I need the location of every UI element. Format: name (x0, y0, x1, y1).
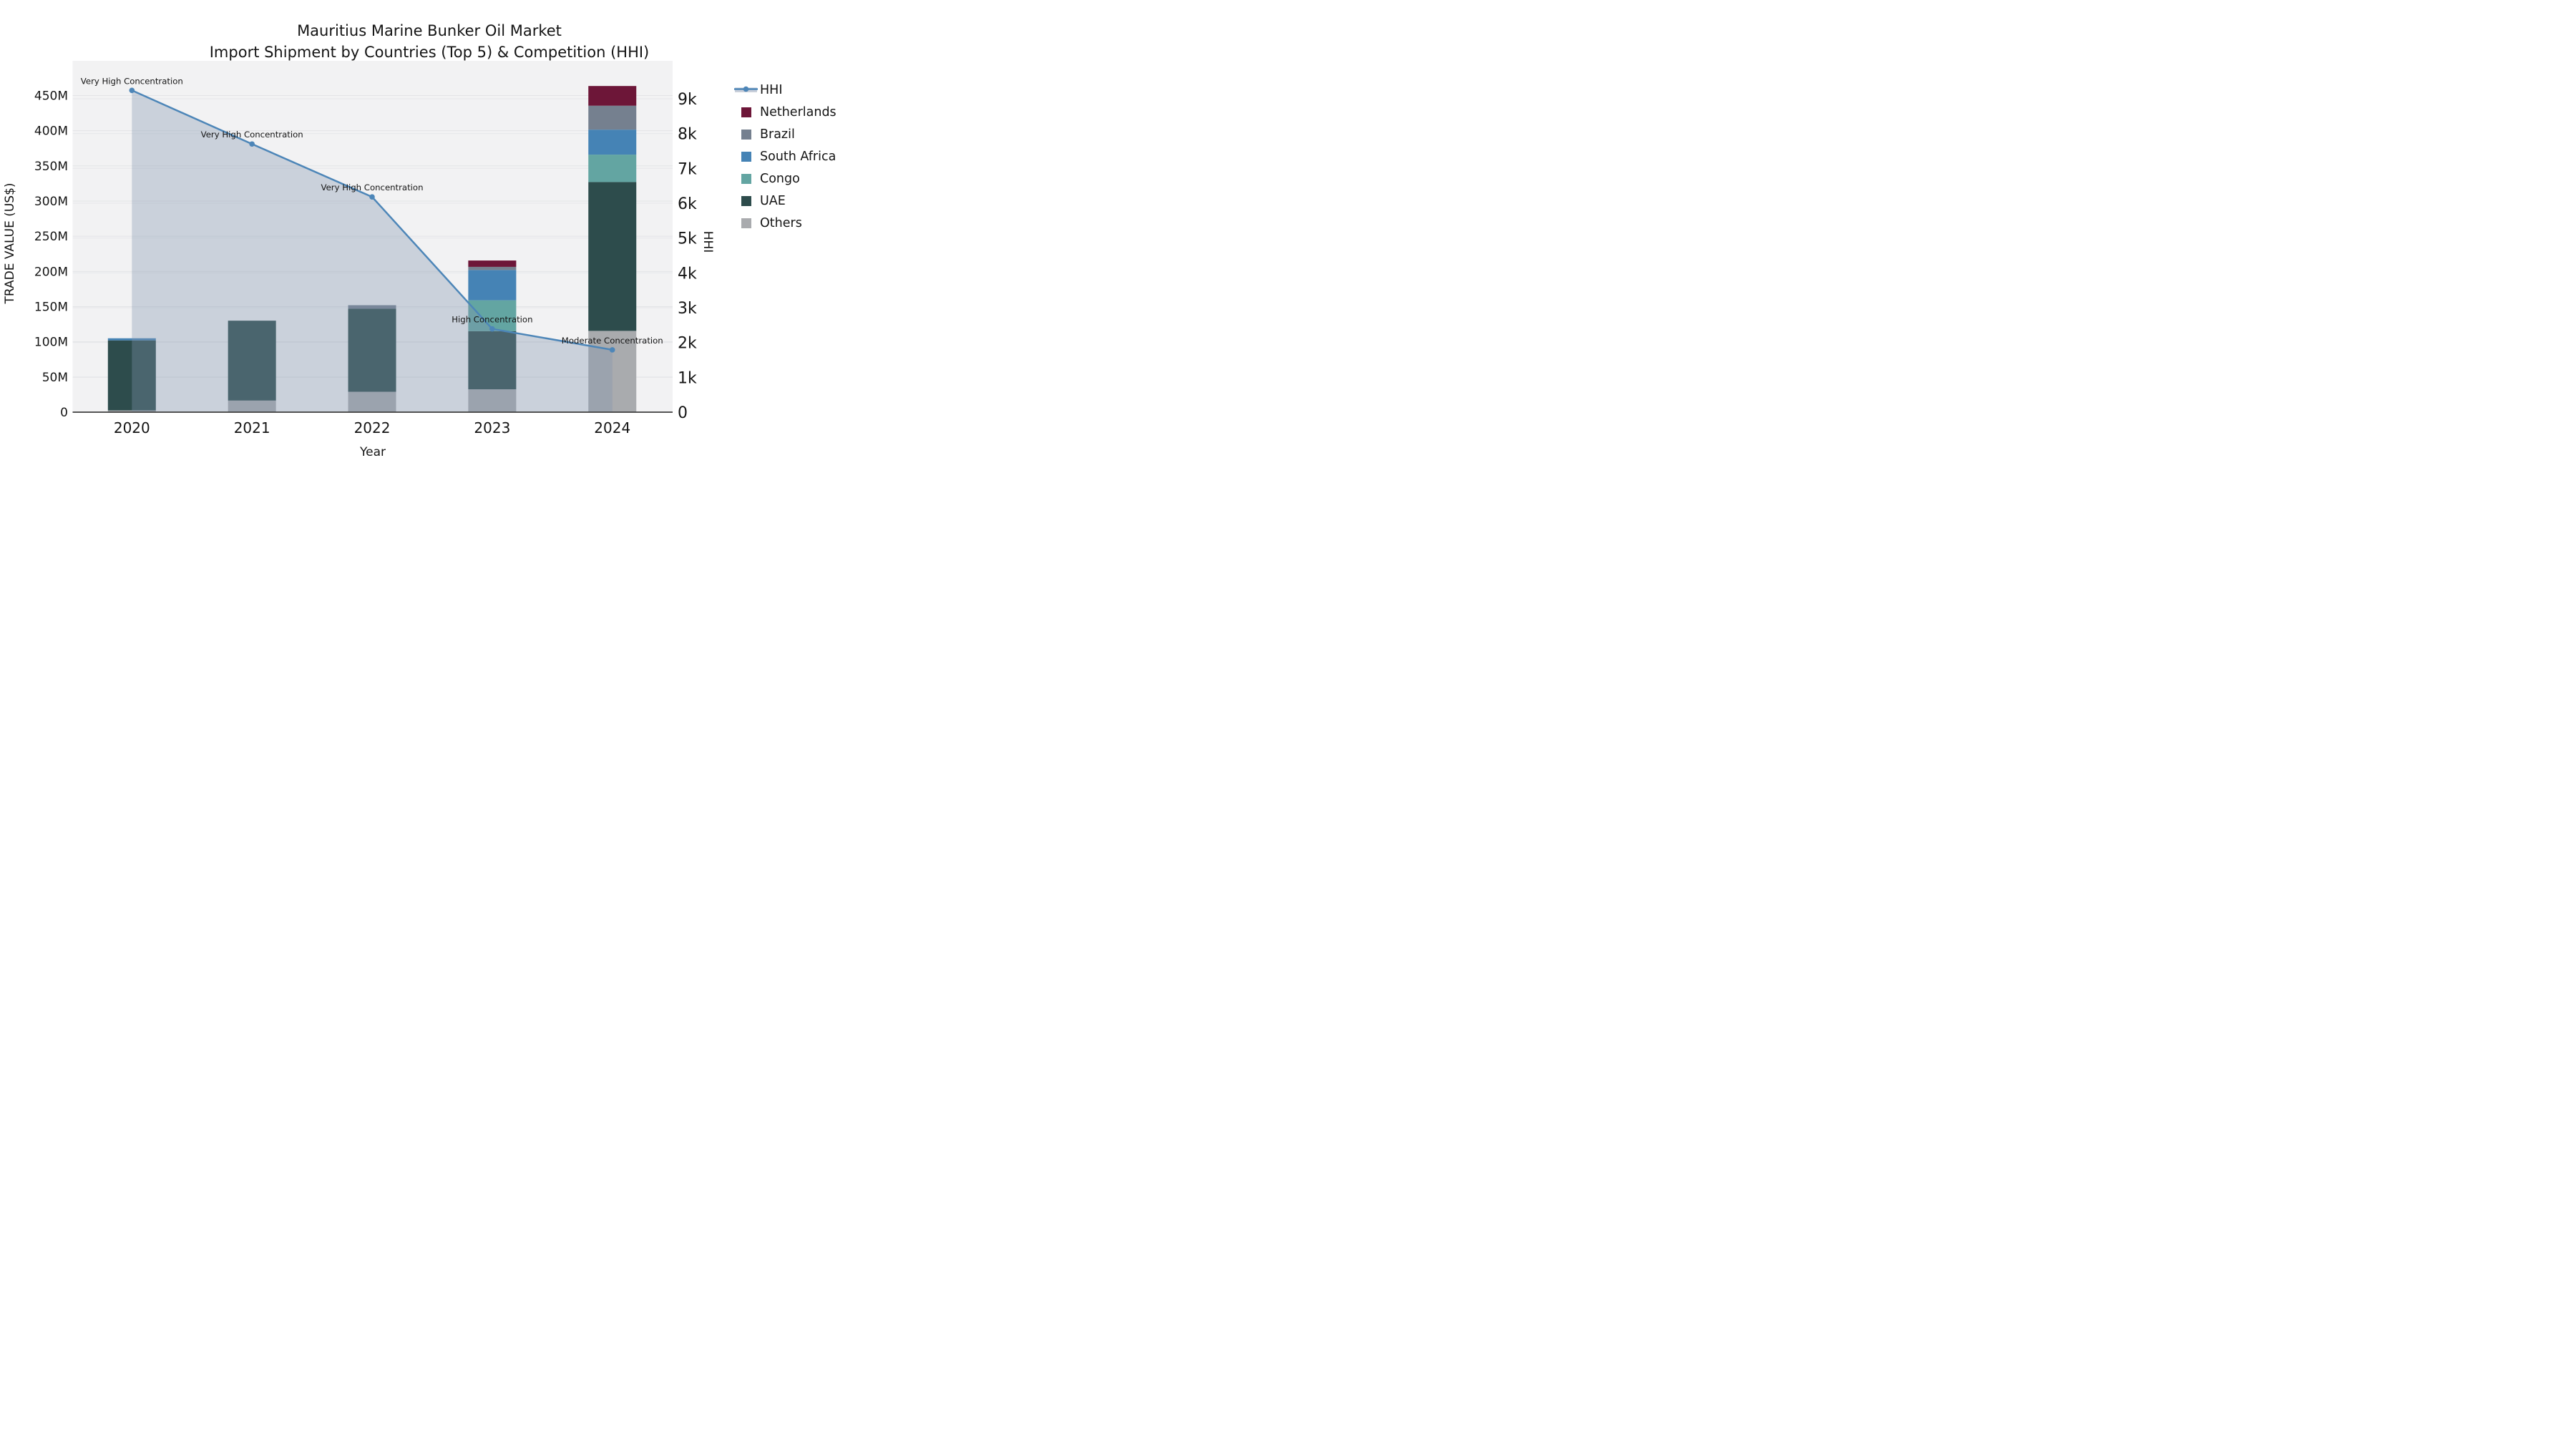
right-tick-label: 4k (678, 265, 697, 283)
legend-label: Others (760, 215, 802, 230)
bar-segment-others (348, 391, 396, 412)
left-tick-label: 50M (42, 371, 68, 385)
hhi-marker (489, 326, 495, 332)
right-tick-label: 7k (678, 160, 697, 178)
chart-figure: 0 50M 100M 150M 200M 250M 300M 350M 400M 450M 0 1k 2… (0, 0, 859, 483)
hhi-area-fill (132, 90, 613, 413)
left-tick-label: 450M (34, 89, 68, 103)
hhi-marker (369, 194, 375, 200)
legend: HHI Netherlands Brazil South Africa Congo UAE… (734, 79, 836, 234)
bar-segment-south-africa (468, 270, 517, 301)
x-tick-label: 2023 (474, 419, 510, 436)
bar-segment-others (228, 400, 276, 412)
hhi-annotation: Very High Concentration (201, 130, 303, 140)
left-tick-label: 0 (60, 406, 68, 420)
legend-label: HHI (760, 82, 783, 97)
hhi-annotation: Moderate Concentration (562, 336, 663, 346)
legend-item-congo: Congo (734, 167, 836, 190)
right-tick-label: 2k (678, 335, 697, 353)
left-tick-label: 250M (34, 230, 68, 244)
left-tick-label: 350M (34, 160, 68, 174)
right-tick-label: 9k (678, 91, 697, 109)
left-axis-label: TRADE VALUE (US$) (3, 182, 17, 304)
legend-label: South Africa (760, 149, 836, 164)
bar-segment-congo (468, 300, 517, 331)
bar-segment-south-africa (588, 130, 637, 155)
left-tick-label: 100M (34, 336, 68, 350)
hhi-marker (129, 87, 135, 94)
bar-segment-brazil (348, 305, 396, 309)
x-tick-label: 2024 (594, 419, 630, 436)
hhi-marker (249, 141, 255, 147)
bar-segment-brazil (468, 266, 517, 270)
left-tick-label: 300M (34, 195, 68, 209)
right-tick-label: 8k (678, 126, 697, 144)
legend-item-brazil: Brazil (734, 123, 836, 145)
hhi-annotation: High Concentration (452, 315, 532, 325)
bar-segment-uae (107, 340, 156, 411)
right-axis-label: HHI (701, 230, 715, 253)
right-tick-label: 6k (678, 195, 697, 213)
legend-label: Congo (760, 171, 800, 186)
legend-label: UAE (760, 193, 786, 208)
bar-segment-others (468, 389, 517, 412)
bar-segment-others (107, 410, 156, 412)
legend-color-swatch-icon (741, 195, 751, 206)
legend-color-swatch-icon (741, 173, 751, 184)
bar-segment-south-africa (107, 338, 156, 341)
x-tick-label: 2020 (114, 419, 150, 436)
hhi-marker (609, 347, 615, 353)
legend-label: Netherlands (760, 104, 836, 119)
right-tick-label: 1k (678, 369, 697, 387)
hhi-line-swatch-icon (734, 84, 758, 95)
legend-color-swatch-icon (741, 218, 751, 228)
x-axis-label: Year (360, 445, 386, 459)
legend-color-swatch-icon (741, 129, 751, 140)
x-tick-label: 2022 (354, 419, 391, 436)
legend-item-south-africa: South Africa (734, 145, 836, 167)
bar-segment-brazil (588, 105, 637, 130)
right-tick-label: 3k (678, 300, 697, 318)
right-tick-label: 0 (678, 404, 688, 422)
legend-color-swatch-icon (741, 107, 751, 117)
bar-segment-uae (588, 182, 637, 331)
bar-segment-others (588, 331, 637, 412)
chart-subtitle: Import Shipment by Countries (Top 5) & C… (209, 44, 650, 61)
hhi-annotation: Very High Concentration (321, 182, 424, 192)
bar-segment-congo (588, 155, 637, 182)
legend-item-uae: UAE (734, 190, 836, 212)
x-tick-label: 2021 (234, 419, 270, 436)
legend-item-netherlands: Netherlands (734, 101, 836, 123)
hhi-annotation: Very High Concentration (81, 76, 183, 86)
left-tick-label: 200M (34, 265, 68, 279)
left-tick-label: 150M (34, 300, 68, 314)
legend-color-swatch-icon (741, 151, 751, 162)
chart-title: Mauritius Marine Bunker Oil Market (297, 22, 562, 39)
combo-chart-svg: 0 50M 100M 150M 200M 250M 300M 350M 400M 450M 0 1k 2… (34, 61, 697, 436)
legend-label: Brazil (760, 127, 795, 142)
bar-segment-uae (468, 331, 517, 390)
bar-segment-netherlands (468, 260, 517, 267)
right-tick-label: 5k (678, 230, 697, 248)
bar-segment-netherlands (588, 86, 637, 106)
legend-item-others: Others (734, 212, 836, 234)
bar-segment-uae (348, 308, 396, 392)
bar-segment-uae (228, 321, 276, 401)
legend-item-hhi: HHI (734, 79, 836, 101)
left-tick-label: 400M (34, 125, 68, 139)
